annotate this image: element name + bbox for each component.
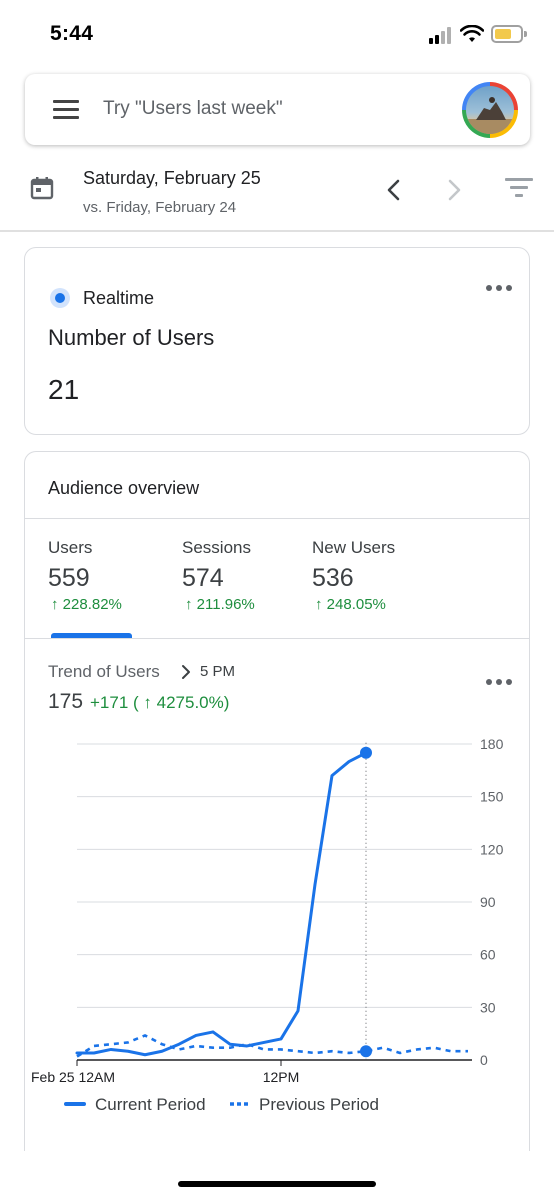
more-options-icon[interactable] [486,679,512,687]
y-tick-label: 150 [480,789,504,805]
selected-date[interactable]: Saturday, February 25 [83,168,261,188]
audience-overview-title: Audience overview [48,478,200,498]
trend-label[interactable]: Trend of Users [48,662,160,681]
legend-label: Previous Period [259,1095,379,1114]
metric-label: New Users [312,538,396,557]
x-tick-label: 12PM [263,1069,300,1085]
metric-label: Users [48,538,93,557]
trend-time: 5 PM [200,663,236,680]
metric-delta: ↑ 211.96% [185,596,255,613]
marker-point [360,746,372,759]
wifi-icon [460,25,484,42]
status-time: 5:44 [50,22,94,45]
more-options-icon[interactable] [486,285,512,293]
y-tick-label: 180 [480,736,504,752]
metric-value: 559 [48,564,90,592]
home-indicator [178,1181,376,1187]
realtime-indicator-icon [50,288,70,308]
marker-point [360,1045,372,1058]
realtime-value: 21 [48,374,80,405]
realtime-title: Number of Users [48,325,215,350]
trend-delta: +171 ( ↑ 4275.0%) [90,693,230,712]
chevron-right-icon[interactable] [443,178,465,202]
search-input[interactable]: Try "Users last week" [103,98,283,119]
metric-tab-users[interactable]: Users 559 ↑ 228.82% [48,538,168,628]
divider [25,518,529,519]
legend-label: Current Period [95,1095,206,1114]
y-tick-label: 30 [480,999,496,1015]
filter-icon[interactable] [505,178,533,200]
search-bar[interactable]: Try "Users last week" [25,74,530,145]
metric-delta: ↑ 248.05% [315,596,386,613]
chevron-right-icon[interactable] [180,664,192,680]
y-tick-label: 60 [480,947,496,963]
series-line-previous-period [76,1034,468,1058]
series-line-current-period [75,751,368,1057]
calendar-icon[interactable] [30,176,54,200]
metric-tab-sessions[interactable]: Sessions 574 ↑ 211.96% [182,538,302,628]
users-trend-chart[interactable]: 0 30 60 90 120 150 180 Feb 25 12AM 12PM Current P… [0,724,554,1124]
realtime-label: Realtime [83,288,155,308]
menu-icon[interactable] [53,100,79,120]
metric-label: Sessions [182,538,251,557]
x-tick-label: Feb 25 12AM [31,1069,115,1085]
cellular-signal-icon [429,26,455,44]
comparison-date: vs. Friday, February 24 [83,199,237,216]
selected-tab-indicator [51,633,132,638]
avatar[interactable] [462,82,518,138]
metric-delta: ↑ 228.82% [51,596,122,613]
y-tick-label: 90 [480,894,496,910]
divider [0,230,554,232]
divider [25,638,529,639]
trend-value: 175 [48,690,84,713]
chevron-left-icon[interactable] [383,178,405,202]
metric-value: 574 [182,564,224,592]
metric-value: 536 [312,564,354,592]
battery-icon [491,25,527,43]
realtime-card[interactable]: Realtime Number of Users 21 [24,247,530,435]
audience-overview-card: Audience overview Users 559 ↑ 228.82% Se… [24,451,530,1151]
metric-tab-new-users[interactable]: New Users 536 ↑ 248.05% [312,538,432,628]
y-tick-label: 120 [480,841,504,857]
y-tick-label: 0 [480,1052,488,1068]
